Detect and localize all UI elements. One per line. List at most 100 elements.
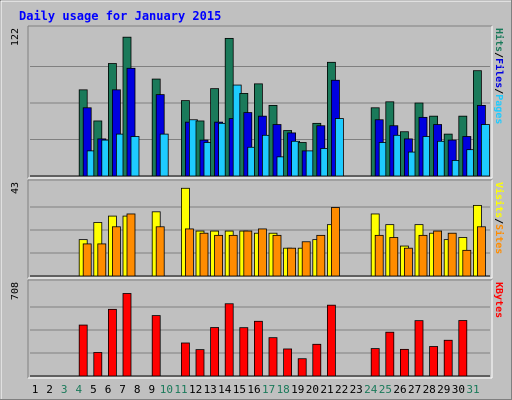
panel-visits-sites: 43 Visits/Sites bbox=[10, 179, 505, 279]
bar-kbytes-day-28 bbox=[443, 339, 453, 377]
bar-sites-day-8 bbox=[155, 226, 165, 277]
bar-sites-day-26 bbox=[418, 234, 428, 277]
bar-sites-day-30 bbox=[476, 226, 486, 277]
bar-sites-day-20 bbox=[330, 207, 340, 277]
series-label-part: / bbox=[493, 52, 504, 58]
x-tick-label: 28 bbox=[423, 383, 436, 396]
bar-kbytes-day-5 bbox=[108, 308, 117, 377]
bar-kbytes-day-26 bbox=[414, 320, 424, 377]
x-tick-label: 22 bbox=[335, 383, 348, 396]
x-tick-label: 11 bbox=[174, 383, 187, 396]
bar-kbytes-day-19 bbox=[312, 343, 322, 377]
x-tick-label: 13 bbox=[204, 383, 217, 396]
panel-max-label: 122 bbox=[10, 28, 21, 46]
x-tick-label: 8 bbox=[134, 383, 141, 396]
x-tick-label: 31 bbox=[466, 383, 479, 396]
x-tick-label: 19 bbox=[291, 383, 304, 396]
bar-sites-day-14 bbox=[243, 230, 253, 277]
bar-sites-day-4 bbox=[97, 243, 107, 277]
panel-series-label: Hits/Files/Pages bbox=[493, 28, 505, 124]
series-label-part: Hits bbox=[493, 28, 505, 52]
x-tick-label: 30 bbox=[452, 383, 465, 396]
x-tick-label: 2 bbox=[46, 383, 53, 396]
bar-kbytes-day-14 bbox=[239, 327, 249, 377]
bar-kbytes-day-27 bbox=[429, 346, 439, 377]
bar-kbytes-day-6 bbox=[122, 293, 132, 377]
bar-sites-day-23 bbox=[374, 234, 384, 277]
bar-sites-day-17 bbox=[287, 247, 297, 277]
x-tick-label: 3 bbox=[61, 383, 68, 396]
x-tick-label: 25 bbox=[379, 383, 392, 396]
bar-pages-day-6 bbox=[130, 136, 140, 177]
x-tick-label: 15 bbox=[233, 383, 246, 396]
x-tick-label: 5 bbox=[90, 383, 97, 396]
bar-kbytes-day-15 bbox=[253, 320, 263, 377]
bar-pages-day-20 bbox=[334, 118, 344, 177]
x-tick-label: 21 bbox=[320, 383, 333, 396]
bar-pages-day-8 bbox=[159, 133, 169, 177]
panel-hits-files-pages: 122 Hits/Files/Pages bbox=[10, 25, 505, 179]
x-tick-label: 24 bbox=[364, 383, 378, 396]
bar-kbytes-day-8 bbox=[151, 315, 161, 377]
x-tick-label: 14 bbox=[218, 383, 232, 396]
series-label-part: / bbox=[493, 88, 504, 94]
x-tick-label: 6 bbox=[105, 383, 112, 396]
bar-sites-day-11 bbox=[199, 232, 209, 277]
bar-kbytes-day-11 bbox=[195, 349, 205, 377]
bar-sites-day-28 bbox=[447, 232, 457, 277]
series-label-part: KBytes bbox=[493, 282, 504, 318]
bar-sites-day-6 bbox=[126, 213, 136, 277]
bar-sites-day-13 bbox=[228, 234, 238, 277]
x-tick-label: 23 bbox=[350, 383, 363, 396]
panel-series-label: KBytes bbox=[493, 282, 504, 318]
bar-sites-day-25 bbox=[403, 247, 413, 277]
bar-pages-day-30 bbox=[480, 124, 490, 177]
x-tick-label: 27 bbox=[408, 383, 421, 396]
bar-kbytes-day-12 bbox=[210, 327, 220, 377]
bar-sites-day-12 bbox=[214, 234, 224, 277]
bar-kbytes-day-16 bbox=[268, 337, 278, 377]
x-tick-label: 9 bbox=[148, 383, 155, 396]
bar-kbytes-day-4 bbox=[93, 352, 103, 377]
bar-kbytes-day-24 bbox=[385, 331, 395, 377]
bar-kbytes-day-23 bbox=[370, 348, 380, 377]
series-label-part: Files bbox=[493, 58, 505, 88]
panel-kbytes: 708 KBytes bbox=[10, 279, 504, 379]
bar-sites-day-29 bbox=[462, 249, 472, 277]
series-label-part: Visits bbox=[493, 182, 505, 218]
bar-sites-day-18 bbox=[301, 241, 311, 277]
x-tick-label: 29 bbox=[437, 383, 450, 396]
x-tick-label: 12 bbox=[189, 383, 202, 396]
x-tick-label: 20 bbox=[306, 383, 319, 396]
x-tick-label: 4 bbox=[75, 383, 82, 396]
bar-sites-day-15 bbox=[257, 228, 267, 277]
panel-max-label: 43 bbox=[10, 182, 21, 194]
x-tick-label: 10 bbox=[160, 383, 173, 396]
x-tick-label: 7 bbox=[119, 383, 126, 396]
bar-kbytes-day-3 bbox=[78, 324, 88, 377]
bar-kbytes-day-10 bbox=[180, 342, 190, 377]
chart-title: Daily usage for January 2015 bbox=[19, 9, 221, 23]
bar-kbytes-day-25 bbox=[399, 348, 409, 377]
x-tick-label: 1 bbox=[32, 383, 39, 396]
x-axis-day-labels: 1 2 3 4 5 6 7 8 9 10 11 12 13 14 15 16 17 18 19 20 21 22 23 24 2… bbox=[32, 383, 480, 396]
x-tick-label: 26 bbox=[393, 383, 406, 396]
bar-kbytes-day-18 bbox=[297, 358, 307, 377]
bar-sites-day-27 bbox=[433, 230, 443, 277]
bar-kbytes-day-20 bbox=[326, 304, 336, 377]
x-tick-label: 17 bbox=[262, 383, 275, 396]
x-tick-label: 18 bbox=[277, 383, 290, 396]
panel-series-label: Visits/Sites bbox=[493, 182, 505, 254]
panel-max-label: 708 bbox=[10, 282, 21, 300]
x-tick-label: 16 bbox=[247, 383, 260, 396]
series-label-part: / bbox=[493, 218, 504, 224]
bar-sites-day-24 bbox=[389, 237, 399, 277]
bar-kbytes-day-29 bbox=[458, 320, 468, 377]
bar-sites-day-16 bbox=[272, 234, 282, 277]
bar-sites-day-10 bbox=[184, 228, 194, 277]
bar-sites-day-3 bbox=[82, 243, 92, 277]
bar-kbytes-day-13 bbox=[224, 303, 234, 377]
bar-sites-day-19 bbox=[316, 234, 326, 277]
bar-kbytes-day-17 bbox=[283, 348, 293, 377]
